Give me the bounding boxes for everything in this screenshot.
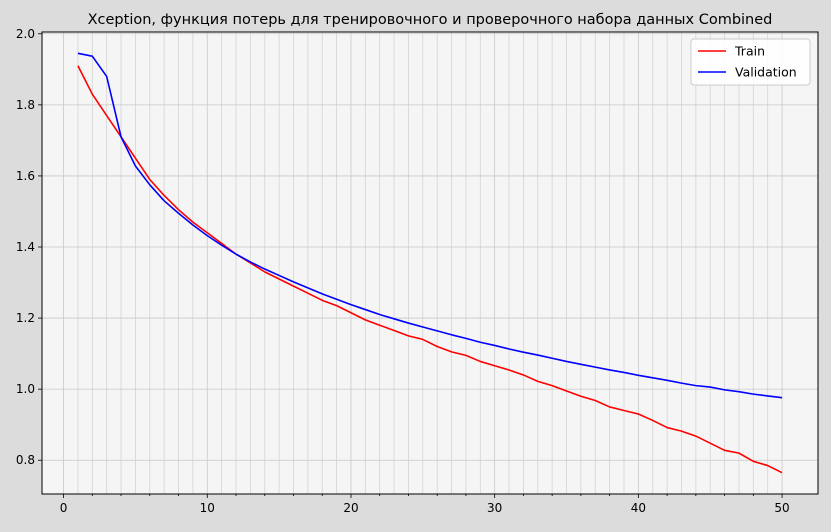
y-tick-label: 1.6 bbox=[16, 169, 35, 183]
x-tick-label: 50 bbox=[774, 501, 789, 515]
grid-lines bbox=[42, 32, 818, 494]
axes-group: 0 10 20 30 40 50 0.8 1.0 1.2 1.4 1.6 1.8 2.0 bbox=[16, 27, 790, 515]
x-tick-label: 30 bbox=[487, 501, 502, 515]
y-tick-label: 1.4 bbox=[16, 240, 35, 254]
series-line-validation bbox=[77, 52, 783, 399]
legend-label-validation: Validation bbox=[735, 65, 797, 80]
chart-title: Xception, функция потерь для тренировочн… bbox=[88, 12, 773, 28]
y-tick-label: 0.8 bbox=[16, 453, 35, 467]
legend-label-train: Train bbox=[734, 44, 765, 59]
x-tick-label: 10 bbox=[200, 501, 215, 515]
plot-frame bbox=[41, 31, 819, 495]
x-tick-label: 20 bbox=[343, 501, 358, 515]
y-tick-label: 2.0 bbox=[16, 27, 35, 41]
series-line-train bbox=[77, 65, 783, 474]
y-tick-label: 1.8 bbox=[16, 98, 35, 112]
series-group bbox=[77, 52, 783, 474]
legend: Train Validation bbox=[690, 38, 811, 86]
plot-area bbox=[42, 32, 818, 494]
y-tick-label: 1.2 bbox=[16, 311, 35, 325]
x-tick-label: 40 bbox=[631, 501, 646, 515]
x-tick-label: 0 bbox=[60, 501, 68, 515]
y-tick-label: 1.0 bbox=[16, 382, 35, 396]
